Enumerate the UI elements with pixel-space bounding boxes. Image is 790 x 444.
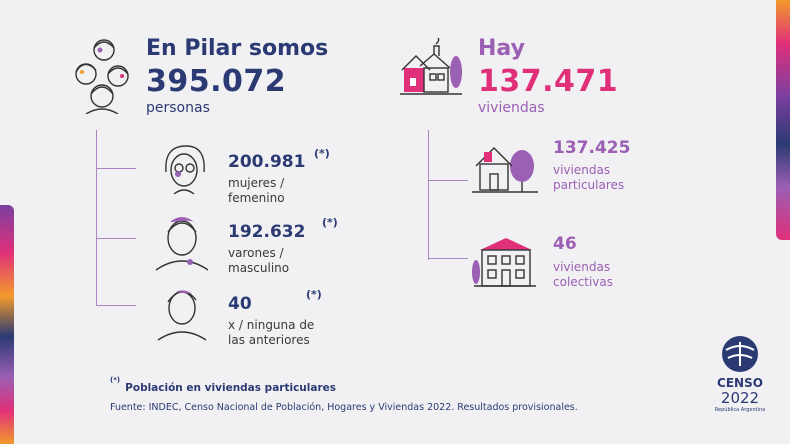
collective-dwellings-label-line2: colectivas (553, 275, 613, 289)
other-label-line2: las anteriores (228, 333, 310, 347)
private-dwellings-count: 137.425 (553, 138, 631, 158)
men-count: 192.632 (228, 222, 306, 242)
people-group-icon (75, 39, 129, 114)
men-footnote-mark: (*) (322, 216, 338, 229)
footnote: (*) Población en viviendas particulares (110, 376, 336, 395)
population-unit: personas (146, 100, 210, 116)
population-total: 395.072 (146, 64, 287, 99)
other-label-line1: x / ninguna de (228, 318, 315, 332)
women-footnote-mark: (*) (314, 147, 330, 160)
population-branch-2 (96, 238, 136, 239)
decorative-stripe-right (776, 0, 790, 240)
other-count: 40 (228, 294, 252, 314)
population-branch-1 (96, 168, 136, 169)
housing-total: 137.471 (478, 64, 619, 99)
house-tree-icon (472, 147, 538, 193)
housing-unit: viviendas (478, 100, 545, 116)
women-label-line2: femenino (228, 191, 285, 205)
man-face-icon (155, 217, 209, 271)
housing-tree-line (428, 130, 429, 260)
logo-line2: 2022 (720, 389, 760, 407)
logo-line1: CENSO (717, 376, 763, 390)
logo-line3: República Argentina (714, 407, 766, 413)
population-title: En Pilar somos (146, 36, 329, 61)
footnote-text: Población en viviendas particulares (125, 382, 337, 394)
source-text: Fuente: INDEC, Censo Nacional de Poblaci… (110, 402, 578, 413)
housing-title: Hay (478, 36, 525, 61)
men-label-line2: masculino (228, 261, 290, 275)
person-face-icon (157, 290, 207, 341)
women-label-line1: mujeres / (228, 176, 285, 190)
woman-face-icon (165, 145, 205, 195)
private-dwellings-label-line1: viviendas (553, 163, 611, 177)
building-icon (472, 238, 536, 287)
decorative-stripe-left (0, 205, 14, 444)
house-chimney-icon (400, 38, 462, 95)
men-label-line1: varones / (228, 246, 284, 260)
collective-dwellings-label-line1: viviendas (553, 260, 611, 274)
footnote-mark: (*) (110, 376, 121, 384)
population-branch-3 (96, 305, 136, 306)
private-dwellings-label-line2: particulares (553, 178, 625, 192)
censo-logo-icon (722, 336, 758, 372)
other-footnote-mark: (*) (306, 288, 322, 301)
population-tree-line (96, 130, 97, 305)
women-count: 200.981 (228, 152, 306, 172)
housing-branch-2 (428, 258, 468, 259)
collective-dwellings-count: 46 (553, 234, 577, 254)
housing-branch-1 (428, 180, 468, 181)
